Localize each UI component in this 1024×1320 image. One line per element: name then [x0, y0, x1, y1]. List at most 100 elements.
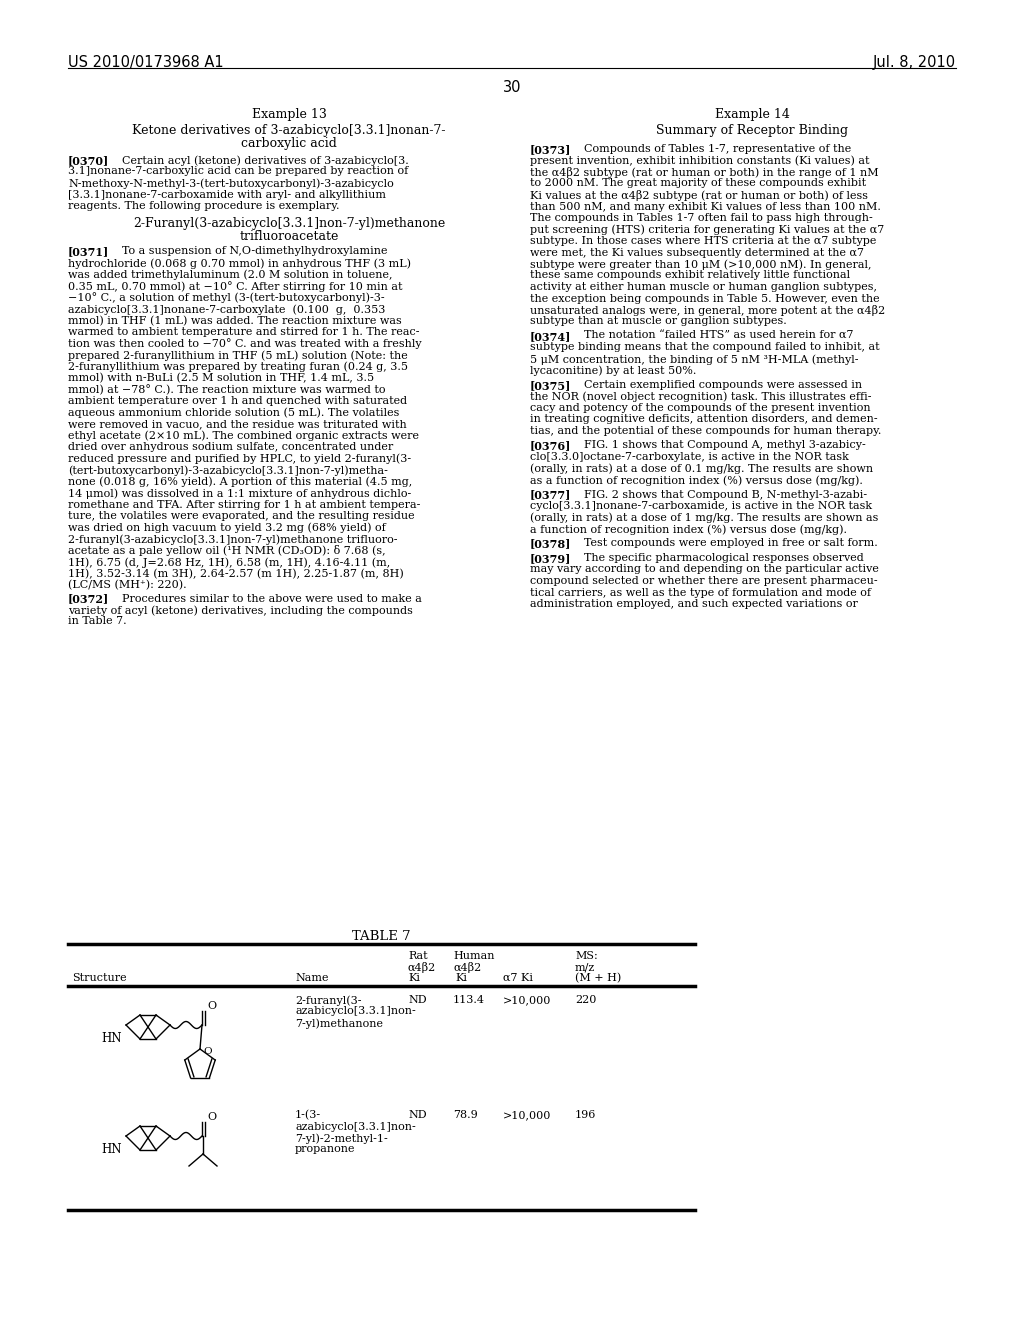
Text: [0375]: [0375]: [530, 380, 571, 391]
Text: α7 Ki: α7 Ki: [503, 973, 534, 983]
Text: O: O: [207, 1001, 216, 1011]
Text: were met, the Ki values subsequently determined at the α7: were met, the Ki values subsequently det…: [530, 248, 864, 257]
Text: Test compounds were employed in free or salt form.: Test compounds were employed in free or …: [577, 539, 878, 549]
Text: HN: HN: [101, 1032, 122, 1045]
Text: Rat: Rat: [408, 950, 428, 961]
Text: subtype were greater than 10 μM (>10,000 nM). In general,: subtype were greater than 10 μM (>10,000…: [530, 259, 871, 269]
Text: tical carriers, as well as the type of formulation and mode of: tical carriers, as well as the type of f…: [530, 587, 871, 598]
Text: present invention, exhibit inhibition constants (Ki values) at: present invention, exhibit inhibition co…: [530, 156, 869, 166]
Text: 2-Furanyl(3-azabicyclo[3.3.1]non-7-yl)methanone: 2-Furanyl(3-azabicyclo[3.3.1]non-7-yl)me…: [133, 218, 445, 231]
Text: Ketone derivatives of 3-azabicyclo[3.3.1]nonan-7-: Ketone derivatives of 3-azabicyclo[3.3.1…: [132, 124, 445, 137]
Text: mmol) in THF (1 mL) was added. The reaction mixture was: mmol) in THF (1 mL) was added. The react…: [68, 315, 401, 326]
Text: [0376]: [0376]: [530, 441, 571, 451]
Text: (LC/MS (MH⁺): 220).: (LC/MS (MH⁺): 220).: [68, 579, 186, 590]
Text: in treating cognitive deficits, attention disorders, and demen-: in treating cognitive deficits, attentio…: [530, 414, 878, 425]
Text: >10,000: >10,000: [503, 995, 551, 1005]
Text: cyclo[3.3.1]nonane-7-carboxamide, is active in the NOR task: cyclo[3.3.1]nonane-7-carboxamide, is act…: [530, 502, 872, 511]
Text: O: O: [207, 1111, 216, 1122]
Text: −10° C., a solution of methyl (3-(tert-butoxycarbonyl)-3-: −10° C., a solution of methyl (3-(tert-b…: [68, 293, 385, 304]
Text: 1H), 3.52-3.14 (m 3H), 2.64-2.57 (m 1H), 2.25-1.87 (m, 8H): 1H), 3.52-3.14 (m 3H), 2.64-2.57 (m 1H),…: [68, 569, 403, 579]
Text: 7-yl)methanone: 7-yl)methanone: [295, 1018, 383, 1028]
Text: 2-furanyl(3-azabicyclo[3.3.1]non-7-yl)methanone trifluoro-: 2-furanyl(3-azabicyclo[3.3.1]non-7-yl)me…: [68, 535, 397, 545]
Text: Summary of Receptor Binding: Summary of Receptor Binding: [656, 124, 848, 137]
Text: [0378]: [0378]: [530, 539, 571, 549]
Text: [0374]: [0374]: [530, 331, 571, 342]
Text: FIG. 2 shows that Compound B, N-methyl-3-azabi-: FIG. 2 shows that Compound B, N-methyl-3…: [577, 490, 867, 499]
Text: 78.9: 78.9: [453, 1110, 478, 1119]
Text: 2-furanyl(3-: 2-furanyl(3-: [295, 995, 361, 1006]
Text: in Table 7.: in Table 7.: [68, 616, 127, 627]
Text: Compounds of Tables 1-7, representative of the: Compounds of Tables 1-7, representative …: [577, 144, 851, 154]
Text: [0371]: [0371]: [68, 247, 110, 257]
Text: Structure: Structure: [72, 973, 127, 983]
Text: [0372]: [0372]: [68, 594, 110, 605]
Text: may vary according to and depending on the particular active: may vary according to and depending on t…: [530, 565, 879, 574]
Text: >10,000: >10,000: [503, 1110, 551, 1119]
Text: subtype than at muscle or ganglion subtypes.: subtype than at muscle or ganglion subty…: [530, 317, 786, 326]
Text: α4β2: α4β2: [453, 962, 481, 973]
Text: 14 μmol) was dissolved in a 1:1 mixture of anhydrous dichlo-: 14 μmol) was dissolved in a 1:1 mixture …: [68, 488, 412, 499]
Text: ND: ND: [408, 1110, 427, 1119]
Text: 7-yl)-2-methyl-1-: 7-yl)-2-methyl-1-: [295, 1133, 388, 1143]
Text: prepared 2-furanyllithium in THF (5 mL) solution (Note: the: prepared 2-furanyllithium in THF (5 mL) …: [68, 350, 408, 360]
Text: azabicyclo[3.3.1]nonane-7-carboxylate  (0.100  g,  0.353: azabicyclo[3.3.1]nonane-7-carboxylate (0…: [68, 304, 385, 314]
Text: subtype binding means that the compound failed to inhibit, at: subtype binding means that the compound …: [530, 342, 880, 352]
Text: 196: 196: [575, 1110, 596, 1119]
Text: [0377]: [0377]: [530, 490, 571, 500]
Text: ambient temperature over 1 h and quenched with saturated: ambient temperature over 1 h and quenche…: [68, 396, 408, 407]
Text: Certain exemplified compounds were assessed in: Certain exemplified compounds were asses…: [577, 380, 862, 389]
Text: romethane and TFA. After stirring for 1 h at ambient tempera-: romethane and TFA. After stirring for 1 …: [68, 499, 421, 510]
Text: the α4β2 subtype (rat or human or both) in the range of 1 nM: the α4β2 subtype (rat or human or both) …: [530, 168, 879, 178]
Text: warmed to ambient temperature and stirred for 1 h. The reac-: warmed to ambient temperature and stirre…: [68, 327, 420, 337]
Text: [0370]: [0370]: [68, 154, 110, 166]
Text: 5 μM concentration, the binding of 5 nM ³H-MLA (methyl-: 5 μM concentration, the binding of 5 nM …: [530, 354, 858, 364]
Text: put screening (HTS) criteria for generating Ki values at the α7: put screening (HTS) criteria for generat…: [530, 224, 885, 235]
Text: TABLE 7: TABLE 7: [351, 931, 411, 942]
Text: clo[3.3.0]octane-7-carboxylate, is active in the NOR task: clo[3.3.0]octane-7-carboxylate, is activ…: [530, 451, 849, 462]
Text: the NOR (novel object recognition) task. This illustrates effi-: the NOR (novel object recognition) task.…: [530, 392, 871, 403]
Text: hydrochloride (0.068 g 0.70 mmol) in anhydrous THF (3 mL): hydrochloride (0.068 g 0.70 mmol) in anh…: [68, 257, 411, 268]
Text: acetate as a pale yellow oil (¹H NMR (CD₃OD): δ 7.68 (s,: acetate as a pale yellow oil (¹H NMR (CD…: [68, 545, 386, 557]
Text: ethyl acetate (2×10 mL). The combined organic extracts were: ethyl acetate (2×10 mL). The combined or…: [68, 430, 419, 441]
Text: tion was then cooled to −70° C. and was treated with a freshly: tion was then cooled to −70° C. and was …: [68, 338, 422, 350]
Text: 1H), 6.75 (d, J=2.68 Hz, 1H), 6.58 (m, 1H), 4.16-4.11 (m,: 1H), 6.75 (d, J=2.68 Hz, 1H), 6.58 (m, 1…: [68, 557, 390, 568]
Text: [0373]: [0373]: [530, 144, 571, 154]
Text: 3.1]nonane-7-carboxylic acid can be prepared by reaction of: 3.1]nonane-7-carboxylic acid can be prep…: [68, 166, 409, 177]
Text: was dried on high vacuum to yield 3.2 mg (68% yield) of: was dried on high vacuum to yield 3.2 mg…: [68, 523, 386, 533]
Text: than 500 nM, and many exhibit Ki values of less than 100 nM.: than 500 nM, and many exhibit Ki values …: [530, 202, 881, 211]
Text: O: O: [203, 1047, 212, 1056]
Text: Example 13: Example 13: [252, 108, 327, 121]
Text: The notation “failed HTS” as used herein for α7: The notation “failed HTS” as used herein…: [577, 331, 853, 341]
Text: (orally, in rats) at a dose of 1 mg/kg. The results are shown as: (orally, in rats) at a dose of 1 mg/kg. …: [530, 512, 879, 523]
Text: trifluoroacetate: trifluoroacetate: [240, 231, 339, 243]
Text: azabicyclo[3.3.1]non-: azabicyclo[3.3.1]non-: [295, 1122, 416, 1131]
Text: N-methoxy-N-methyl-3-(tert-butoxycarbonyl)-3-azabicyclo: N-methoxy-N-methyl-3-(tert-butoxycarbony…: [68, 178, 394, 189]
Text: 1-(3-: 1-(3-: [295, 1110, 322, 1121]
Text: To a suspension of N,O-dimethylhydroxylamine: To a suspension of N,O-dimethylhydroxyla…: [115, 247, 387, 256]
Text: these same compounds exhibit relatively little functional: these same compounds exhibit relatively …: [530, 271, 850, 281]
Text: MS:: MS:: [575, 950, 598, 961]
Text: were removed in vacuo, and the residue was triturated with: were removed in vacuo, and the residue w…: [68, 418, 407, 429]
Text: Jul. 8, 2010: Jul. 8, 2010: [872, 55, 956, 70]
Text: ture, the volatiles were evaporated, and the resulting residue: ture, the volatiles were evaporated, and…: [68, 511, 415, 521]
Text: 220: 220: [575, 995, 596, 1005]
Text: variety of acyl (ketone) derivatives, including the compounds: variety of acyl (ketone) derivatives, in…: [68, 605, 413, 615]
Text: Procedures similar to the above were used to make a: Procedures similar to the above were use…: [115, 594, 422, 603]
Text: [3.3.1]nonane-7-carboxamide with aryl- and alkyllithium: [3.3.1]nonane-7-carboxamide with aryl- a…: [68, 190, 386, 199]
Text: the exception being compounds in Table 5. However, even the: the exception being compounds in Table 5…: [530, 293, 880, 304]
Text: activity at either human muscle or human ganglion subtypes,: activity at either human muscle or human…: [530, 282, 877, 292]
Text: carboxylic acid: carboxylic acid: [241, 137, 337, 150]
Text: m/z: m/z: [575, 962, 595, 972]
Text: Ki values at the α4β2 subtype (rat or human or both) of less: Ki values at the α4β2 subtype (rat or hu…: [530, 190, 868, 201]
Text: aqueous ammonium chloride solution (5 mL). The volatiles: aqueous ammonium chloride solution (5 mL…: [68, 408, 399, 418]
Text: (tert-butoxycarbonyl)-3-azabicyclo[3.3.1]non-7-yl)metha-: (tert-butoxycarbonyl)-3-azabicyclo[3.3.1…: [68, 465, 388, 475]
Text: lycaconitine) by at least 50%.: lycaconitine) by at least 50%.: [530, 366, 696, 376]
Text: Example 14: Example 14: [715, 108, 790, 121]
Text: Ki: Ki: [455, 973, 467, 983]
Text: reduced pressure and purified by HPLC, to yield 2-furanyl(3-: reduced pressure and purified by HPLC, t…: [68, 454, 411, 465]
Text: The compounds in Tables 1-7 often fail to pass high through-: The compounds in Tables 1-7 often fail t…: [530, 213, 872, 223]
Text: azabicyclo[3.3.1]non-: azabicyclo[3.3.1]non-: [295, 1006, 416, 1016]
Text: unsaturated analogs were, in general, more potent at the α4β2: unsaturated analogs were, in general, mo…: [530, 305, 886, 315]
Text: none (0.018 g, 16% yield). A portion of this material (4.5 mg,: none (0.018 g, 16% yield). A portion of …: [68, 477, 413, 487]
Text: mmol) with n-BuLi (2.5 M solution in THF, 1.4 mL, 3.5: mmol) with n-BuLi (2.5 M solution in THF…: [68, 374, 374, 383]
